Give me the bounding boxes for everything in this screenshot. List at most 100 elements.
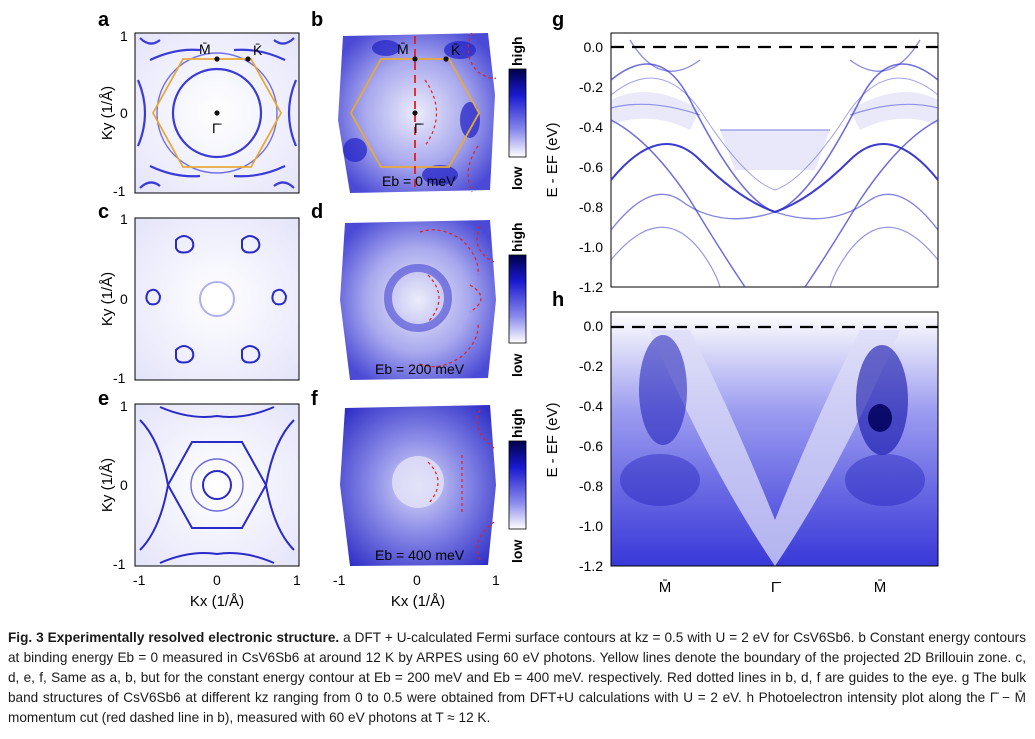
panel-h-ytick-6: -1.2: [579, 558, 603, 574]
panel-a-brillouin-zone: [151, 58, 283, 168]
panel-g-ytick-1: -0.2: [579, 79, 603, 95]
panel-f-colorbar-low: low: [509, 540, 525, 563]
panel-c: c 1 0 -1 Ky (1/Å): [98, 201, 300, 386]
caption-segment-h: h Photoelectron intensity plot along the…: [8, 690, 1027, 725]
panel-e-xlabel: Kx (1/Å): [190, 593, 244, 610]
panel-b: b M̄ K̄ Γ̄ Eb = 0 meV high low: [311, 9, 527, 193]
panel-a-M-point: [214, 56, 220, 62]
panel-f-xtick-2: 1: [492, 572, 500, 588]
panel-g: g 0.0 -0.2 -0.4 -0.6 -0: [544, 9, 939, 295]
panel-h-ytick-0: 0.0: [584, 318, 604, 334]
panel-f-guide-lines: [427, 409, 495, 561]
panel-h-ytick-2: -0.4: [579, 398, 603, 414]
panel-f-xtick-1: 0: [413, 572, 421, 588]
panel-h-ytick-5: -1.0: [579, 518, 603, 534]
panel-e-xtick-2: 1: [293, 572, 301, 588]
panel-d-ring: [384, 264, 452, 332]
panel-g-ytick-0: 0.0: [584, 39, 604, 55]
panel-e: e 1 0 -1 Ky (1/Å) -1 0 1 Kx (1/Å): [98, 388, 301, 610]
panel-b-K-label: K̄: [451, 42, 461, 58]
figure-caption: Fig. 3 Experimentally resolved electroni…: [8, 628, 1026, 728]
panel-h-xtick-2: M̄: [874, 579, 887, 596]
panel-f-xlabel: Kx (1/Å): [391, 593, 445, 610]
panel-c-center-pocket: [199, 281, 235, 317]
panel-f-xtick-0: -1: [333, 572, 346, 588]
caption-segment-b: b Constant energy contours at binding en…: [8, 630, 1026, 665]
panel-a: a M̄ K̄ Γ̄ 1 0 -1 Ky (1/Å): [98, 9, 300, 199]
panel-b-Gamma-point: [412, 110, 418, 116]
panel-c-pockets: [145, 235, 288, 364]
caption-segment-a: a DFT + U-calculated Fermi surface conto…: [343, 630, 855, 645]
panel-d-colorbar: [508, 254, 527, 344]
panel-b-M-label: M̄: [397, 41, 409, 57]
figure-3: a M̄ K̄ Γ̄ 1 0 -1 Ky (1/Å) b: [98, 9, 939, 610]
panel-b-brillouin-zone: [349, 58, 481, 168]
panel-a-M-label: M̄: [199, 41, 211, 57]
caption-segment-g: g The bulk band structures of CsV6Sb6 at…: [8, 670, 1027, 705]
panel-e-letter: e: [98, 388, 109, 410]
panel-g-ylabel: E - EF (eV): [544, 122, 561, 197]
panel-a-K-label: K̄: [253, 42, 263, 58]
panel-d-energy-label: Eb = 200 meV: [375, 361, 465, 377]
panel-f-colorbar: [508, 440, 527, 530]
panel-c-ytick-top: 1: [120, 211, 128, 227]
panel-e-ytick-top: 1: [120, 398, 128, 414]
panel-c-ytick-bot: -1: [113, 370, 126, 386]
panel-h-dispersion: [620, 330, 925, 566]
panel-f-letter: f: [311, 388, 318, 410]
panel-e-frame: [134, 403, 300, 567]
caption-title: Fig. 3 Experimentally resolved electroni…: [8, 630, 340, 645]
panel-b-K-point: [443, 56, 449, 62]
panel-e-ylabel: Ky (1/Å): [99, 458, 116, 512]
panel-h-ytick-4: -0.8: [579, 478, 603, 494]
panel-h: h 0.0 -0.2 -0.4 -0.6 -0.8 -1.0 -1.2 E - …: [544, 289, 939, 596]
panel-a-ytick-top: 1: [120, 28, 128, 44]
panel-b-letter: b: [311, 9, 323, 31]
panel-a-ytick-mid: 0: [120, 105, 128, 121]
panel-e-xtick-1: 0: [213, 572, 221, 588]
panel-b-intensity-features: [343, 40, 480, 185]
panel-a-Gamma-label: Γ̄: [212, 120, 222, 136]
panel-g-bands: [610, 39, 939, 288]
panel-e-ytick-mid: 0: [120, 477, 128, 493]
panel-d-colorbar-high: high: [509, 222, 525, 252]
panel-d-letter: d: [311, 201, 323, 223]
panel-h-xtick-1: Γ̄: [771, 579, 781, 596]
panel-h-ytick-3: -0.6: [579, 438, 603, 454]
panel-b-colorbar-low: low: [509, 167, 525, 190]
panel-a-letter: a: [98, 9, 110, 31]
panel-d: d Eb = 200 meV high low: [311, 201, 527, 380]
panel-h-xtick-0: M̄: [659, 579, 672, 596]
panel-f-energy-label: Eb = 400 meV: [375, 547, 465, 563]
panel-g-yticks: 0.0 -0.2 -0.4 -0.6 -0.8 -1.0 -1.2: [579, 39, 603, 295]
panel-d-guide-lines: [419, 225, 495, 368]
panel-g-ytick-3: -0.6: [579, 159, 603, 175]
panel-b-colorbar-high: high: [509, 36, 525, 66]
panel-g-frame: [610, 32, 939, 288]
panel-h-yticks: 0.0 -0.2 -0.4 -0.6 -0.8 -1.0 -1.2: [579, 318, 603, 574]
panel-b-M-point: [412, 56, 418, 62]
panel-f-colorbar-high: high: [509, 408, 525, 438]
panel-b-Gamma-label: Γ̄: [414, 120, 424, 136]
panel-a-Gamma-point: [214, 110, 220, 116]
panel-h-ytick-1: -0.2: [579, 358, 603, 374]
panel-a-ylabel: Ky (1/Å): [99, 86, 116, 140]
caption-segment-cdef: c, d, e, f, Same as a, b, but for the co…: [8, 650, 1026, 685]
panel-d-intensity-map: [340, 220, 496, 380]
panel-d-colorbar-low: low: [509, 354, 525, 377]
panel-c-ylabel: Ky (1/Å): [99, 272, 116, 326]
panel-a-ytick-bot: -1: [113, 183, 126, 199]
panel-b-colorbar: [508, 68, 527, 158]
panel-b-guide-lines: [424, 32, 497, 193]
panel-g-ytick-4: -0.8: [579, 199, 603, 215]
panel-b-energy-label: Eb = 0 meV: [382, 173, 456, 189]
panel-g-band-fill: [611, 92, 938, 170]
panel-f-center-pocket: [392, 456, 444, 508]
panel-h-letter: h: [552, 289, 564, 311]
panel-g-ytick-6: -1.2: [579, 279, 603, 295]
panel-a-K-point: [245, 56, 251, 62]
panel-a-fermi-contours: [136, 37, 298, 189]
panel-g-ytick-2: -0.4: [579, 119, 603, 135]
panel-e-xtick-0: -1: [133, 572, 146, 588]
panel-e-contours: [139, 406, 295, 564]
